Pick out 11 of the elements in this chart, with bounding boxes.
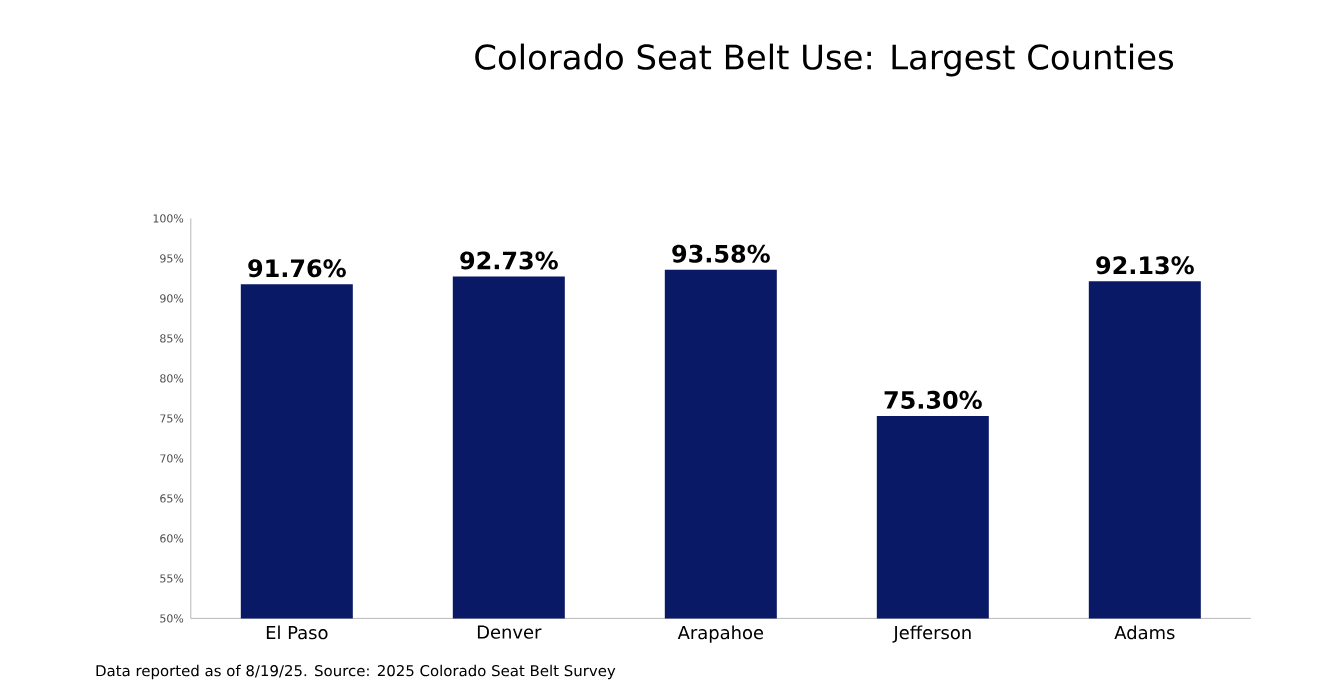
chart-title: Colorado Seat Belt Use: Largest Counties	[475, 43, 1174, 77]
data-label: 92.73%	[460, 251, 558, 270]
data-label: 91.76%	[248, 259, 346, 278]
x-tick-label: Adams	[1114, 625, 1175, 640]
x-tick-label: Arapahoe	[677, 625, 764, 643]
data-label: 93.58%	[672, 244, 770, 263]
x-tick-label: El Paso	[266, 625, 328, 640]
x-tick-label: Jefferson	[892, 625, 971, 643]
data-label: 75.30%	[884, 390, 982, 409]
x-tick-label: Denver	[477, 625, 542, 639]
data-label: 92.13%	[1096, 256, 1194, 275]
